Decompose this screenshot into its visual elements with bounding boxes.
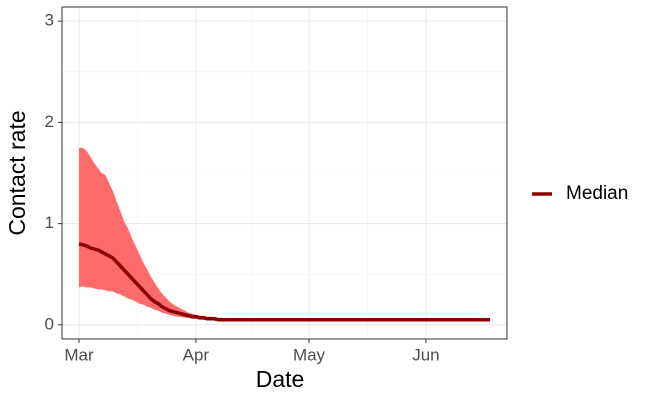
- series-line: [78, 242, 490, 322]
- y-tick-label: 2: [45, 112, 54, 131]
- x-tick-label: Mar: [64, 345, 94, 364]
- plot-border: [61, 6, 508, 340]
- x-tick-label: May: [293, 345, 326, 364]
- y-tick-label: 0: [45, 314, 54, 333]
- y-tick-label: 3: [45, 11, 54, 30]
- x-tick-label: Jun: [412, 345, 439, 364]
- x-tick-label: Apr: [183, 345, 210, 364]
- y-tick-label: 1: [45, 213, 54, 232]
- x-axis-title: Date: [256, 366, 305, 392]
- legend-label: Median: [566, 183, 628, 204]
- y-axis-title: Contact rate: [4, 110, 30, 235]
